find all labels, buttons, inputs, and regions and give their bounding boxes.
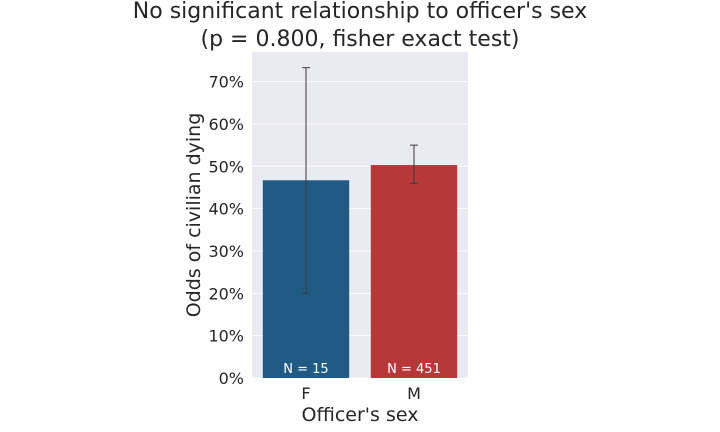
error-bar-F (302, 67, 310, 294)
error-bars (302, 67, 418, 294)
chart-subtitle: (p = 0.800, fisher exact test) (201, 27, 520, 52)
y-tick-label: 30% (208, 242, 244, 261)
chart-title: No significant relationship to officer's… (133, 0, 587, 24)
y-tick-label: 0% (219, 369, 244, 388)
y-tick-labels: 0% 10% 20% 30% 40% 50% 60% 70% (208, 73, 244, 388)
bar-M (370, 165, 458, 378)
y-tick-label: 40% (208, 200, 244, 219)
y-tick-label: 60% (208, 115, 244, 134)
y-tick-label: 10% (208, 327, 244, 346)
bar-annotation: N = 451 (387, 362, 441, 377)
bar-annotations: N = 15 N = 451 (283, 362, 441, 377)
x-axis-label: Officer's sex (302, 404, 419, 426)
bar-annotation: N = 15 (283, 362, 328, 377)
y-axis-label: Odds of civilian dying (183, 113, 205, 318)
error-bar-M (410, 144, 418, 184)
x-tick-label: F (301, 384, 310, 403)
y-tick-label: 20% (208, 284, 244, 303)
y-tick-label: 70% (208, 73, 244, 92)
y-tick-label: 50% (208, 157, 244, 176)
x-tick-label: M (407, 384, 421, 403)
